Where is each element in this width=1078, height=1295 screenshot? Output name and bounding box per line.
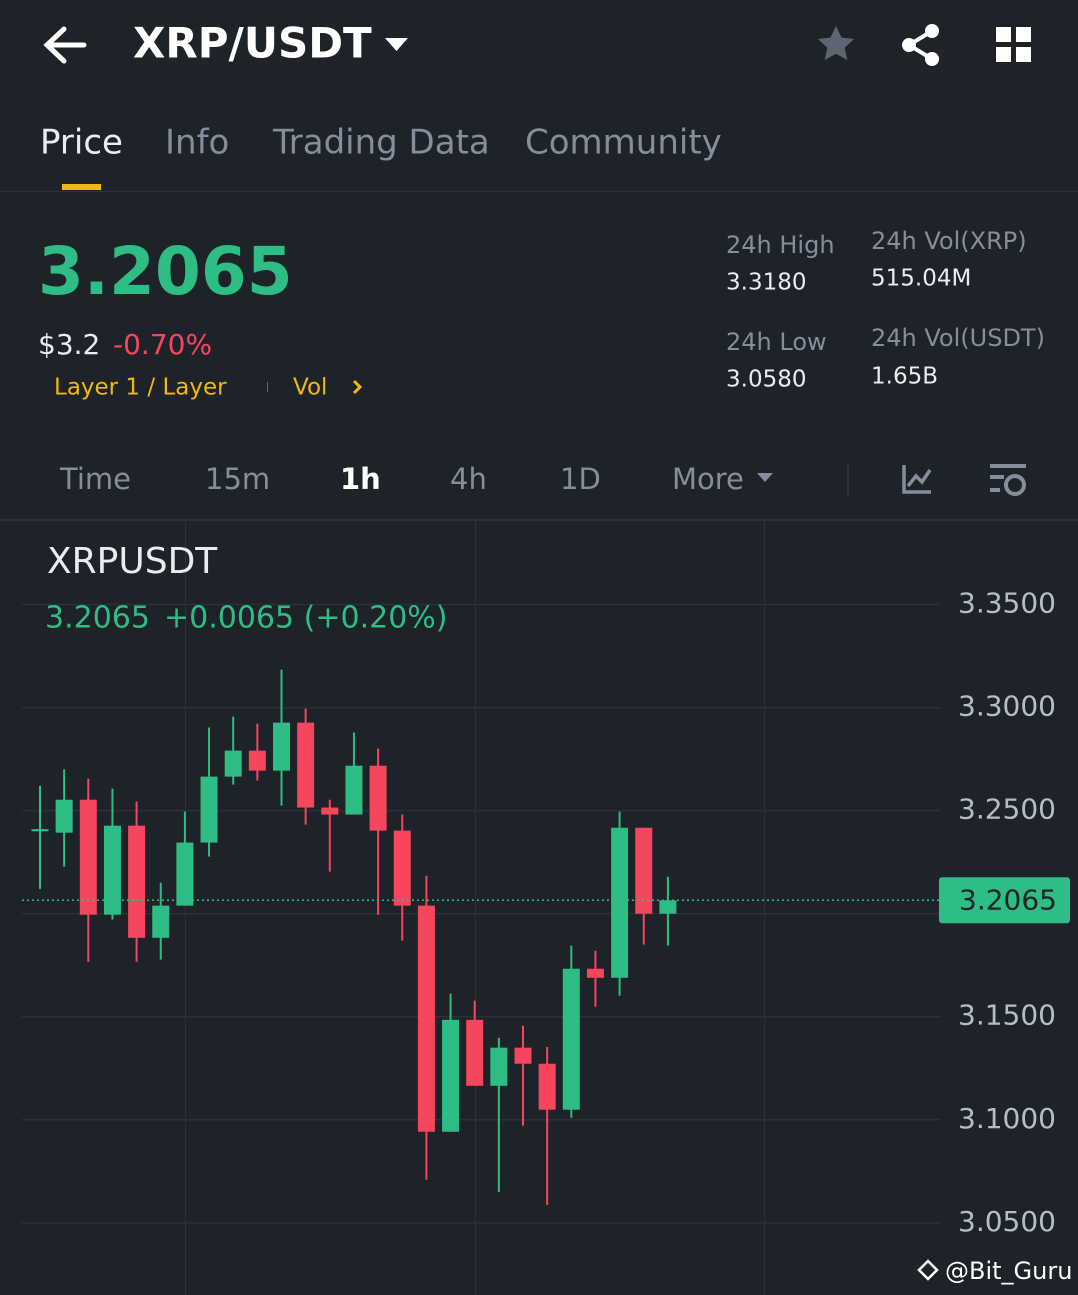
candle-body [586,968,604,978]
candle-body [200,776,218,843]
candle-body [369,765,387,831]
timeframe[interactable]: 4h [450,462,487,496]
y-tick-label: 3.0500 [958,1205,1056,1238]
stat-label: 24h Low [726,328,827,356]
price-change: -0.70% [113,328,212,361]
timeframe[interactable]: 15m [205,462,270,496]
candle-body [152,905,170,938]
watermark: @Bit_Guru [917,1257,1072,1285]
candle-body [224,750,242,777]
candle-body [417,905,435,1132]
timeframe[interactable]: 1D [560,462,601,496]
dropdown-icon[interactable] [385,38,408,51]
separator [847,463,849,495]
y-tick-label: 3.3000 [958,690,1056,723]
candle-body [466,1019,484,1086]
candle-body [442,1019,460,1132]
chevron [352,379,363,395]
divider [0,519,1078,521]
last-price-box [939,877,1070,924]
timeframe[interactable]: More [672,462,744,496]
y-tick-label: 3.1000 [958,1102,1056,1135]
y-tick-label: 3.2500 [958,793,1056,826]
last-price: 3.2065 [38,233,293,310]
candle-body [393,830,411,906]
tab[interactable]: Price [40,123,123,163]
chart-title: XRPUSDT [47,541,218,582]
back-button[interactable] [43,26,87,64]
settings-icon[interactable] [990,464,1026,496]
tab[interactable]: Community [525,123,722,163]
tab-indicator [62,184,101,190]
candle-body [635,827,653,914]
stat-label: 24h High [726,231,835,259]
timeframe[interactable]: 1h [340,462,381,496]
fiat-price: $3.2 [38,328,100,361]
candle-body [659,900,677,914]
watermark-text: @Bit_Guru [945,1257,1072,1285]
tab[interactable]: Info [165,123,229,163]
candle-body [611,827,629,978]
candle-body [248,750,266,771]
stat-label: 24h Vol(USDT) [871,324,1045,352]
candle-body [103,825,121,915]
divider [0,191,1078,192]
indicator-icon[interactable] [902,465,932,494]
stat-label: 24h Vol(XRP) [871,227,1027,255]
time-grid [475,521,476,1295]
dropdown-icon[interactable] [757,473,773,482]
candle-body [176,842,194,906]
candle-body [31,829,49,832]
time-grid [185,521,186,1295]
pair-title[interactable]: XRP/USDT [133,19,372,68]
candle-body [514,1047,532,1064]
candle-body [79,799,97,915]
time-grid [764,521,765,1295]
stat-value: 3.0580 [726,367,806,393]
stat-value: 1.65B [871,364,938,390]
candle-body [562,968,580,1110]
last-price-label: 3.2065 [959,883,1057,916]
favorite-icon[interactable] [818,26,854,60]
share-icon[interactable] [902,24,939,66]
candle-body [321,807,339,815]
timeframe[interactable]: Time [59,462,131,496]
candle-body [273,722,290,771]
candle-body [345,765,363,815]
y-tick-label: 3.3500 [958,587,1056,620]
tab[interactable]: Trading Data [272,123,490,163]
candle-body [55,799,73,833]
candle-body [490,1047,508,1086]
y-tick-label: 3.1500 [958,999,1056,1032]
menu-icon[interactable] [996,27,1031,62]
candle-body [128,825,146,938]
stat-value: 3.3180 [726,270,806,296]
stat-value: 515.04M [871,266,971,292]
vol-link[interactable]: Vol [293,375,327,401]
candle-body [297,722,315,808]
chart: 3.05003.10003.15003.20003.25003.30003.35… [22,521,1056,1295]
tag[interactable]: Layer 1 / Layer [54,375,227,401]
legend-price: 3.2065 [45,601,150,636]
legend-change: +0.0065 (+0.20%) [164,601,448,636]
separator [267,382,268,392]
candle-body [538,1063,556,1110]
